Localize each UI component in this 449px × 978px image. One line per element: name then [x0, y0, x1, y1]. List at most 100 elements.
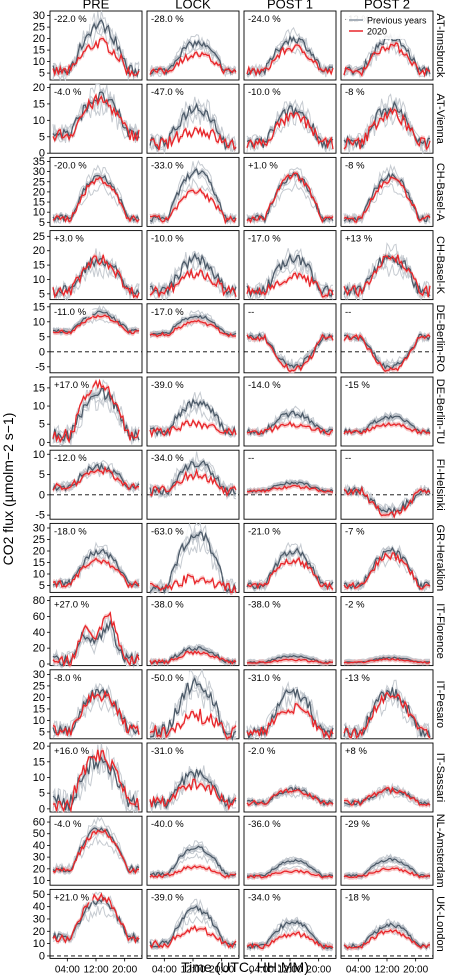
change-label-bg [149, 671, 190, 683]
current-band [150, 923, 236, 950]
current-band [344, 785, 430, 808]
x-tick-label: 04:00 [346, 964, 371, 975]
current-2020-line [343, 333, 431, 372]
change-label: -8 % [345, 160, 365, 171]
current-2020-line [149, 267, 237, 299]
current-2020-line [52, 892, 140, 944]
change-label: -15 % [345, 380, 370, 391]
y-tick-label: 15 [33, 382, 45, 394]
y-tick-label: 0 [39, 659, 45, 671]
previous-mean-line [149, 314, 237, 336]
current-2020-line [246, 420, 334, 436]
y-tick-label: 15 [33, 260, 45, 272]
y-tick-label: 10 [33, 56, 45, 68]
previous-band [53, 894, 139, 945]
panel: -38.0 % [243, 596, 337, 667]
change-label: -31.0 % [248, 673, 281, 684]
panel: +21.0 % [49, 888, 143, 959]
panel: -29 % [340, 815, 434, 886]
previous-band [150, 766, 236, 811]
panel: -63.0 % [146, 522, 240, 596]
current-2020-line [52, 93, 140, 143]
change-label: -22.0 % [54, 14, 87, 25]
y-tick-label: -5 [35, 510, 45, 522]
current-2020-line [246, 484, 334, 493]
previous-years-line [246, 253, 334, 301]
y-tick-label: 15 [33, 301, 45, 313]
site-label: DE-Berlin-TU [434, 379, 446, 444]
y-tick-label: 20 [33, 186, 45, 198]
previous-mean-line [149, 252, 237, 297]
current-band [150, 467, 236, 498]
site-label: UK-London [434, 896, 446, 952]
previous-years-line [149, 96, 237, 154]
current-2020-line [246, 703, 334, 741]
y-tick-label: 15 [33, 756, 45, 768]
previous-band [247, 102, 333, 151]
y-tick-label: 10 [33, 207, 45, 219]
change-label: +13 % [345, 234, 373, 245]
change-label-bg [149, 891, 190, 903]
change-label-bg [52, 379, 93, 390]
x-tick-label: 04:00 [55, 964, 80, 975]
y-tick-label: 10 [33, 715, 45, 727]
panel: -13 % [340, 669, 434, 741]
change-label-bg [343, 891, 373, 903]
y-tick-label: 80 [33, 595, 45, 607]
y-tick-label: 20 [33, 33, 45, 45]
change-label: -4.0 % [54, 87, 82, 98]
change-label-bg [149, 379, 190, 390]
x-tick-label: 12:00 [83, 964, 108, 975]
previous-mean-line [149, 769, 237, 810]
change-label: -33.0 % [151, 160, 184, 171]
change-label-bg [343, 379, 373, 390]
y-tick-label: 20 [33, 245, 45, 257]
previous-mean-line [149, 905, 237, 948]
y-tick-label: 50 [33, 889, 45, 901]
current-2020-line [343, 552, 431, 591]
previous-mean-line [52, 91, 140, 141]
current-band [344, 927, 430, 951]
y-tick-label: 5 [39, 217, 45, 229]
y-tick-label: 40 [33, 627, 45, 639]
change-label: +3.0 % [54, 234, 84, 245]
change-label-bg [246, 159, 282, 171]
panel: +27.0 % [49, 596, 143, 669]
current-2020-line [149, 468, 237, 498]
previous-years-line [52, 379, 140, 446]
x-tick-label: 20:00 [112, 964, 137, 975]
current-2020-line [149, 865, 237, 879]
current-2020-line [246, 172, 334, 224]
panel: -4.0 % [49, 815, 143, 886]
current-2020-line [52, 828, 140, 875]
current-2020-line [343, 422, 431, 435]
change-label: -12.0 % [54, 453, 87, 464]
change-label: +27.0 % [54, 600, 90, 611]
previous-mean-line [149, 676, 237, 741]
change-label-bg [246, 525, 287, 537]
change-label-bg [149, 745, 190, 756]
previous-years-line [343, 679, 431, 740]
y-tick-label: 5 [39, 131, 45, 143]
change-label: -31.0 % [151, 746, 184, 757]
y-tick-label: 25 [33, 22, 45, 34]
y-tick-label: -5 [35, 361, 45, 373]
previous-years-line [52, 615, 140, 667]
site-label: DE-Berlin-RO [434, 305, 446, 373]
site-label: FI-Helsinki [434, 459, 446, 511]
y-tick-label: 10 [33, 274, 45, 286]
previous-years-line [52, 392, 140, 446]
x-tick-label: 04:00 [249, 964, 274, 975]
change-label-bg [246, 745, 282, 756]
current-2020-line [52, 176, 140, 223]
panel: -8.0 % [49, 669, 143, 740]
change-label-bg [52, 13, 93, 24]
change-label-bg [343, 86, 368, 98]
change-label: -- [248, 307, 254, 318]
change-label-bg [149, 305, 190, 317]
change-label-bg [52, 525, 93, 537]
y-tick-label: 5 [39, 419, 45, 431]
panel: -33.0 % [146, 156, 240, 227]
previous-band [53, 255, 139, 299]
change-label: -10.0 % [151, 234, 184, 245]
